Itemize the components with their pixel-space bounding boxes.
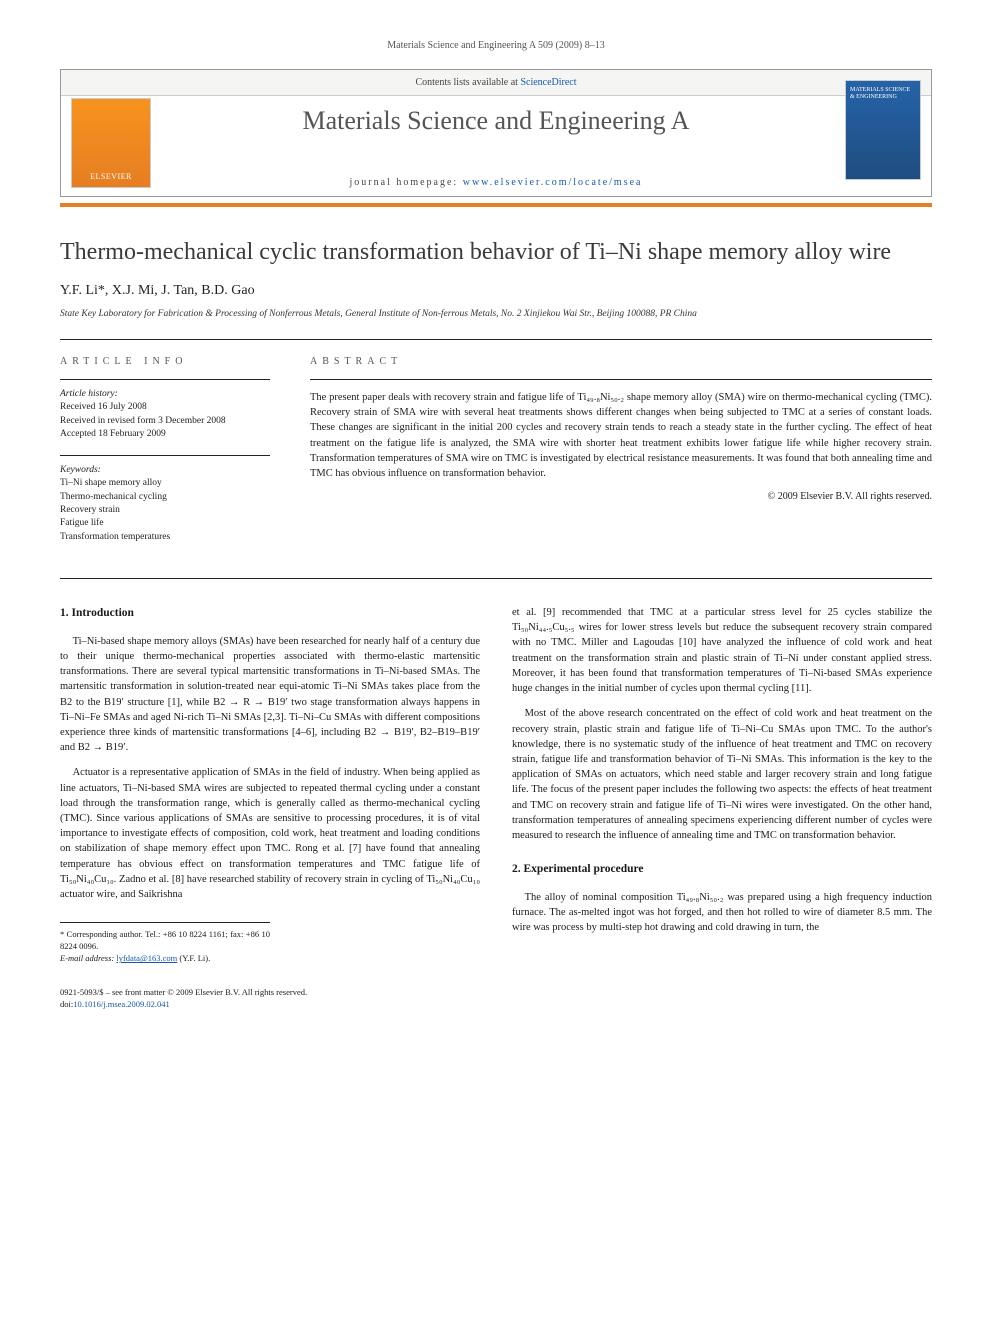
footnote-email-link[interactable]: lyfdata@163.com — [116, 953, 177, 963]
doi-label: doi: — [60, 999, 73, 1009]
paragraph: Ti–Ni-based shape memory alloys (SMAs) h… — [60, 634, 480, 756]
paragraph: Actuator is a representative application… — [60, 765, 480, 902]
footer-line1: 0921-5093/$ – see front matter © 2009 El… — [60, 987, 932, 999]
journal-cover-thumb: MATERIALS SCIENCE & ENGINEERING — [845, 80, 921, 180]
history-line: Received 16 July 2008 — [60, 401, 270, 414]
abstract-copyright: © 2009 Elsevier B.V. All rights reserved… — [310, 491, 932, 502]
body-text: 1. Introduction Ti–Ni-based shape memory… — [60, 605, 932, 965]
paragraph: The alloy of nominal composition Ti₄₉.₈N… — [512, 890, 932, 936]
footnote-corr: * Corresponding author. Tel.: +86 10 822… — [60, 929, 270, 953]
section-2-heading: 2. Experimental procedure — [512, 861, 932, 878]
section-1-heading: 1. Introduction — [60, 605, 480, 622]
keywords: Keywords: Ti–Ni shape memory alloy Therm… — [60, 456, 270, 544]
contents-line: Contents lists available at ScienceDirec… — [61, 70, 931, 96]
journal-title: Materials Science and Engineering A — [61, 106, 931, 136]
article-info-head: ARTICLE INFO — [60, 356, 270, 367]
contents-prefix: Contents lists available at — [415, 77, 520, 88]
page-footer: 0921-5093/$ – see front matter © 2009 El… — [60, 987, 932, 1011]
rule-bottom — [60, 578, 932, 579]
keyword: Transformation temperatures — [60, 531, 270, 544]
paragraph: Most of the above research concentrated … — [512, 706, 932, 843]
sciencedirect-link[interactable]: ScienceDirect — [520, 77, 576, 88]
keyword: Fatigue life — [60, 517, 270, 530]
journal-masthead: Contents lists available at ScienceDirec… — [60, 69, 932, 197]
corresponding-footnote: * Corresponding author. Tel.: +86 10 822… — [60, 922, 270, 965]
paragraph: et al. [9] recommended that TMC at a par… — [512, 605, 932, 696]
author-list: Y.F. Li*, X.J. Mi, J. Tan, B.D. Gao — [60, 283, 932, 299]
doi-link[interactable]: 10.1016/j.msea.2009.02.041 — [73, 999, 170, 1009]
footnote-email-suffix: (Y.F. Li). — [177, 953, 210, 963]
abstract-text: The present paper deals with recovery st… — [310, 380, 932, 481]
abstract-block: ABSTRACT The present paper deals with re… — [310, 356, 932, 558]
article-history: Article history: Received 16 July 2008 R… — [60, 380, 270, 441]
orange-divider — [60, 203, 932, 207]
journal-homepage: journal homepage: www.elsevier.com/locat… — [61, 177, 931, 188]
elsevier-logo: ELSEVIER — [71, 98, 151, 188]
keyword: Ti–Ni shape memory alloy — [60, 477, 270, 490]
article-title: Thermo-mechanical cyclic transformation … — [60, 237, 932, 267]
abstract-head: ABSTRACT — [310, 356, 932, 367]
history-line: Received in revised form 3 December 2008 — [60, 415, 270, 428]
homepage-prefix: journal homepage: — [350, 177, 463, 188]
running-head: Materials Science and Engineering A 509 … — [60, 40, 932, 51]
keyword: Thermo-mechanical cycling — [60, 491, 270, 504]
homepage-link[interactable]: www.elsevier.com/locate/msea — [463, 177, 643, 188]
footnote-email-label: E-mail address: — [60, 953, 116, 963]
keywords-label: Keywords: — [60, 464, 270, 477]
keyword: Recovery strain — [60, 504, 270, 517]
history-line: Accepted 18 February 2009 — [60, 428, 270, 441]
meta-row: ARTICLE INFO Article history: Received 1… — [60, 340, 932, 578]
article-info: ARTICLE INFO Article history: Received 1… — [60, 356, 270, 558]
history-label: Article history: — [60, 388, 270, 401]
affiliation: State Key Laboratory for Fabrication & P… — [60, 309, 932, 319]
cover-text: MATERIALS SCIENCE & ENGINEERING — [850, 87, 910, 100]
